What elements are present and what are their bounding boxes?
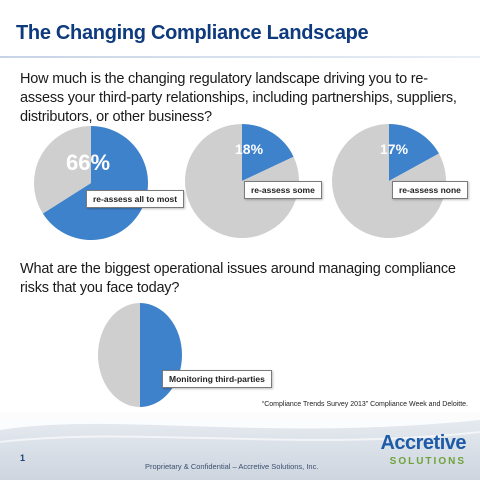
footer-wave-graphic — [0, 412, 480, 443]
pie-chart-4 — [98, 303, 182, 407]
slide-title: The Changing Compliance Landscape — [16, 22, 369, 44]
accretive-logo-wordmark: Accretive — [380, 432, 466, 454]
accretive-logo-subtitle: SOLUTIONS — [389, 456, 466, 467]
pie-slice-remainder — [332, 124, 446, 238]
question-2: What are the biggest operational issues … — [20, 261, 456, 296]
pie-2-value-label: 18% — [235, 141, 264, 157]
source-citation: “Compliance Trends Survey 2013” Complian… — [261, 401, 468, 408]
pie-slice-highlight — [42, 126, 148, 241]
pie-1-category-label: re-assess all to most — [86, 190, 185, 208]
pie-2-category-label: re-assess some — [244, 181, 322, 199]
footer-band — [0, 412, 480, 480]
question-1: How much is the changing regulatory land… — [20, 71, 457, 125]
pie-3-value-label: 17% — [380, 141, 409, 157]
pie-slice-remainder — [98, 303, 140, 407]
title-divider — [0, 56, 480, 58]
pie-slice-highlight — [242, 124, 294, 181]
pie-chart-2 — [185, 124, 299, 238]
pie-3-category-label: re-assess none — [392, 181, 468, 199]
pie-chart-3 — [332, 124, 446, 238]
pie-slice-remainder — [185, 124, 299, 238]
pie-1-value-label: 66% — [66, 150, 111, 175]
footer-confidential-text: Proprietary & Confidential – Accretive S… — [145, 462, 319, 471]
pie-slice-highlight — [389, 124, 439, 181]
pie-slice-remainder — [34, 126, 91, 214]
pie-slice-highlight — [140, 303, 182, 407]
pie-4-category-label: Monitoring third-parties — [162, 370, 272, 388]
pie-chart-1 — [34, 126, 148, 241]
page-number: 1 — [20, 453, 26, 463]
